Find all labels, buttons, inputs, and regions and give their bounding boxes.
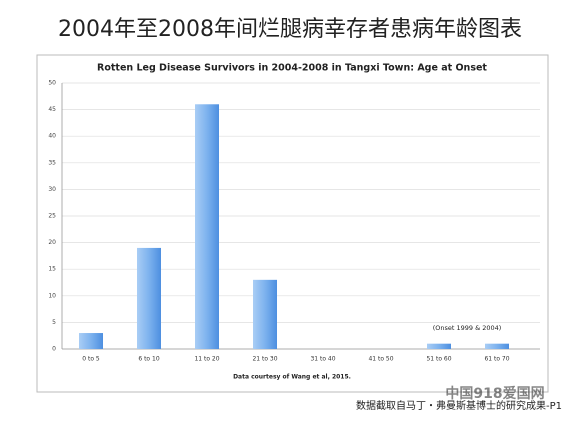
caption: 数据截取自马丁・弗曼斯基博士的研究成果-P1 — [356, 399, 562, 412]
chart-title: Rotten Leg Disease Survivors in 2004-200… — [97, 63, 487, 74]
x-tick-label: 0 to 5 — [82, 356, 100, 363]
x-tick-label: 31 to 40 — [310, 356, 335, 363]
y-tick-label: 10 — [48, 292, 56, 299]
y-tick-label: 25 — [48, 213, 56, 220]
y-tick-label: 50 — [48, 80, 56, 87]
y-tick-label: 45 — [48, 106, 56, 113]
bar — [427, 343, 451, 349]
bar — [79, 333, 103, 349]
bar — [137, 247, 161, 349]
bar — [485, 343, 509, 349]
x-tick-label: 21 to 30 — [252, 356, 277, 363]
x-tick-label: 11 to 20 — [194, 356, 219, 363]
x-tick-label: 6 to 10 — [138, 356, 159, 363]
y-tick-label: 5 — [52, 319, 56, 326]
y-tick-label: 40 — [48, 133, 56, 140]
page-title: 2004年至2008年间烂腿病幸存者患病年龄图表 — [58, 17, 522, 42]
x-tick-label: 41 to 50 — [368, 356, 393, 363]
y-tick-label: 30 — [48, 186, 56, 193]
watermark: 中国918爱国网 — [445, 385, 544, 402]
y-tick-label: 35 — [48, 159, 56, 166]
bar — [195, 104, 219, 349]
x-tick-label: 51 to 60 — [426, 356, 451, 363]
bar — [253, 279, 277, 349]
chart-frame — [36, 54, 549, 393]
y-tick-label: 15 — [48, 266, 56, 273]
x-tick-label: 61 to 70 — [484, 356, 509, 363]
annotation: (Onset 1999 & 2004) — [433, 324, 502, 332]
x-axis-label: Data courtesy of Wang et al, 2015. — [233, 374, 351, 381]
y-tick-label: 20 — [48, 239, 56, 246]
y-tick-label: 0 — [52, 346, 56, 353]
